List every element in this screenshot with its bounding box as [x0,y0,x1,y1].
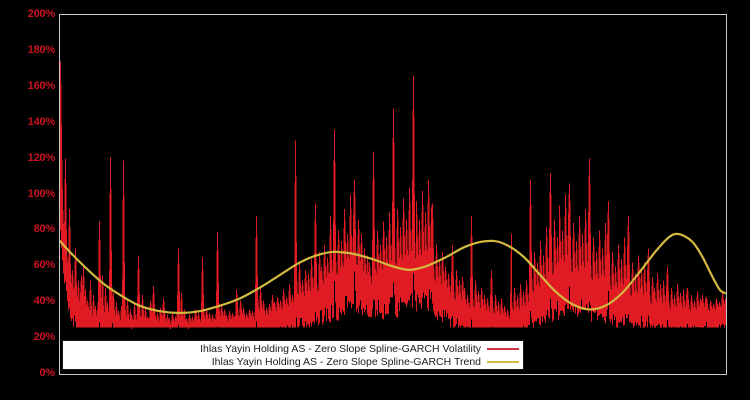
legend-label-volatility: Ihlas Yayin Holding AS - Zero Slope Spli… [200,343,481,355]
y-axis-tick-label: 120% [27,151,56,164]
legend-entry-volatility: Ihlas Yayin Holding AS - Zero Slope Spli… [67,343,519,355]
chart-legend: Ihlas Yayin Holding AS - Zero Slope Spli… [62,340,524,370]
y-axis-tick-label: 200% [27,8,56,20]
plot-area [59,14,727,375]
legend-swatch-volatility-icon [487,348,519,350]
y-axis-tick-label: 0% [39,367,56,379]
y-axis-tick-label: 60% [33,259,56,272]
y-axis-tick-label: 180% [27,43,56,56]
trend-series-path [60,232,726,315]
y-axis-tick-label: 40% [33,295,56,308]
legend-swatch-trend-icon [487,361,519,363]
volatility-series-path [60,61,726,330]
legend-entry-trend: Ihlas Yayin Holding AS - Zero Slope Spli… [67,356,519,368]
y-axis-tick-label: 20% [33,331,56,344]
legend-label-trend: Ihlas Yayin Holding AS - Zero Slope Spli… [211,356,481,368]
plot-svg [60,61,726,330]
y-axis-tick-label: 140% [27,115,56,128]
y-axis-tick-label: 100% [27,187,56,200]
y-axis-tick-label: 160% [27,79,56,92]
y-axis-tick-label: 80% [33,223,56,236]
